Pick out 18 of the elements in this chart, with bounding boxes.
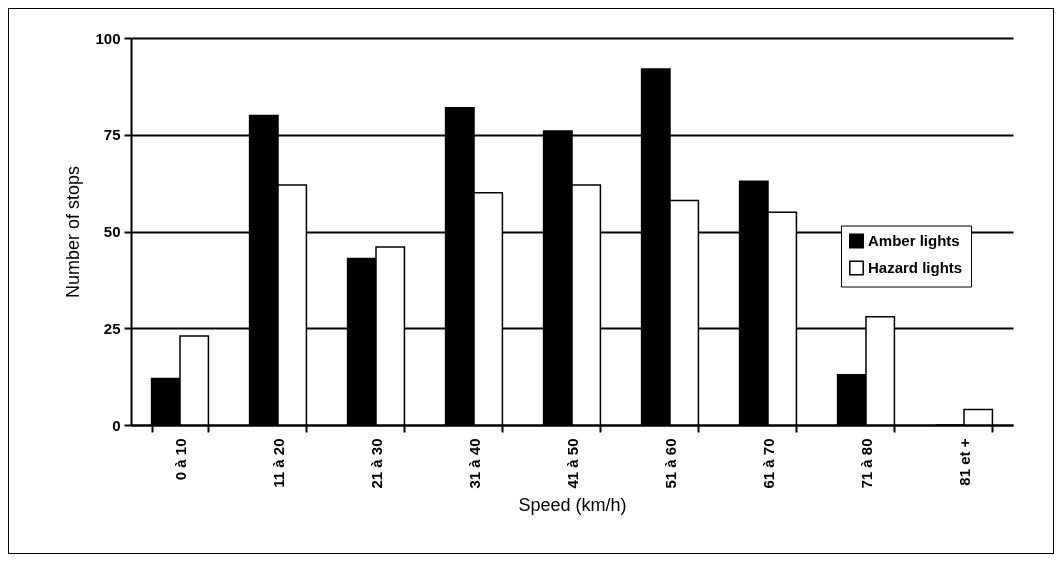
y-axis-title: Number of stops xyxy=(63,165,84,299)
x-tick-label: 81 et + xyxy=(955,438,973,486)
y-tick-label: 25 xyxy=(103,319,121,337)
y-tick-label: 0 xyxy=(112,416,121,434)
x-tick-label: 11 à 20 xyxy=(269,438,287,488)
x-tick-label: 0 à 10 xyxy=(171,438,189,481)
y-tick-label: 100 xyxy=(95,29,121,47)
legend-label: Hazard lights xyxy=(868,259,963,276)
y-tick-label: 75 xyxy=(103,126,121,144)
x-tick-label: 41 à 50 xyxy=(563,438,581,489)
x-tick-label: 51 à 60 xyxy=(661,438,679,489)
x-tick-label: 71 à 80 xyxy=(857,438,875,489)
legend-label: Amber lights xyxy=(868,232,960,249)
x-tick-label: 31 à 40 xyxy=(465,438,483,489)
x-tick-label: 21 à 30 xyxy=(367,438,385,489)
x-axis-title: Speed (km/h) xyxy=(518,494,627,515)
y-tick-label: 50 xyxy=(103,223,121,240)
x-tick-label: 61 à 70 xyxy=(759,438,777,489)
